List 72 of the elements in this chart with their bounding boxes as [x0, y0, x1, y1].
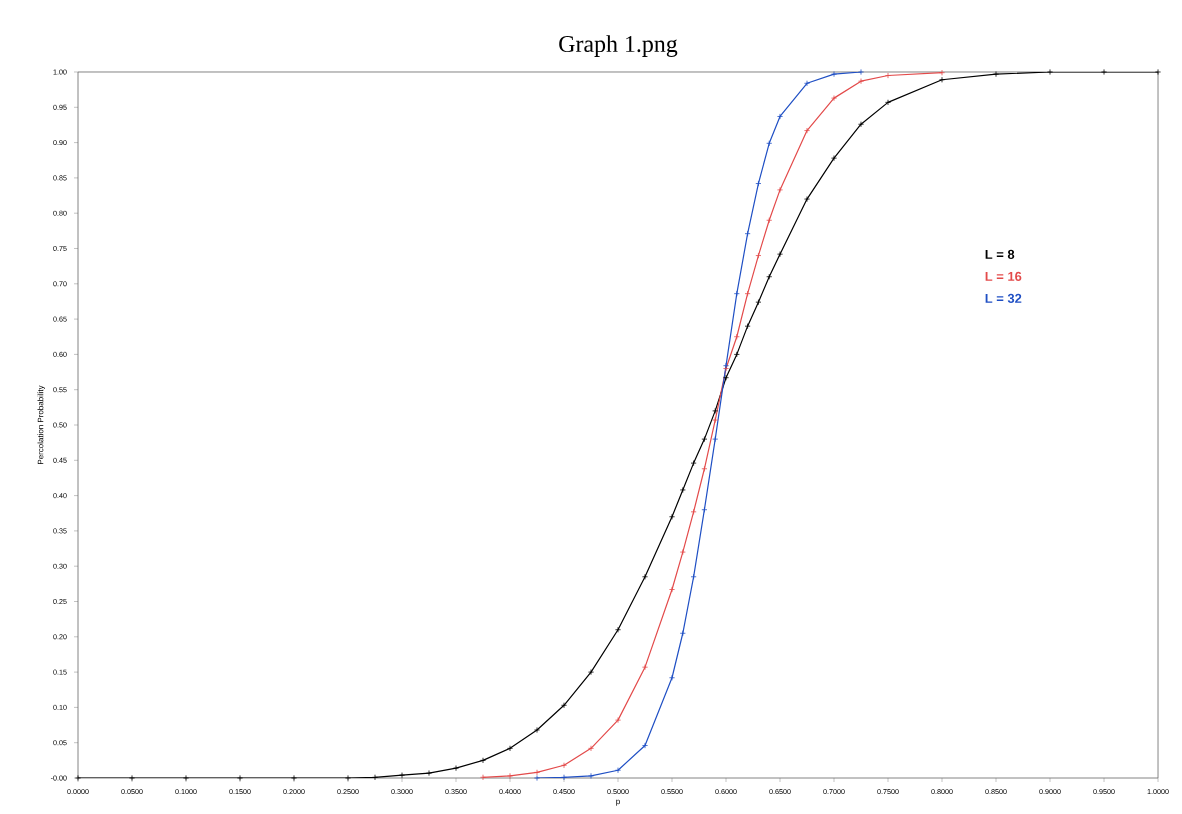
point — [679, 486, 686, 493]
point — [766, 217, 773, 224]
point — [993, 71, 1000, 78]
point — [453, 765, 459, 772]
point — [777, 113, 784, 120]
point — [858, 121, 865, 128]
point — [690, 508, 697, 515]
point — [744, 323, 751, 330]
point — [804, 127, 811, 134]
point — [885, 99, 892, 106]
point — [669, 586, 676, 593]
point — [755, 299, 762, 306]
point — [701, 436, 708, 443]
point — [669, 513, 676, 520]
point — [744, 230, 751, 237]
point — [766, 140, 773, 147]
point — [642, 664, 649, 671]
point — [777, 251, 784, 258]
point — [372, 774, 378, 781]
point — [777, 186, 784, 193]
point — [755, 252, 762, 259]
point — [615, 767, 622, 774]
point — [733, 290, 740, 297]
point — [615, 626, 622, 633]
point — [507, 745, 513, 752]
point — [183, 775, 189, 781]
chart-title: Graph 1.png — [559, 35, 678, 57]
point — [766, 273, 773, 280]
point — [642, 742, 649, 749]
point — [804, 196, 811, 203]
point — [701, 465, 708, 472]
point — [690, 460, 697, 467]
point — [669, 674, 676, 681]
point — [1101, 68, 1108, 75]
point — [642, 573, 649, 580]
point — [744, 290, 751, 297]
point — [534, 726, 540, 733]
point — [701, 506, 708, 513]
point — [755, 180, 762, 187]
point — [345, 775, 351, 781]
point — [507, 772, 513, 779]
point — [426, 770, 432, 777]
point — [712, 436, 719, 443]
point — [723, 374, 730, 381]
point — [831, 155, 838, 162]
point — [1047, 68, 1054, 75]
point — [129, 775, 135, 781]
point — [561, 702, 568, 709]
point — [480, 757, 486, 764]
point — [588, 669, 595, 676]
point — [679, 549, 686, 556]
point — [712, 407, 719, 414]
point — [561, 774, 568, 781]
point — [831, 95, 838, 102]
point — [399, 772, 405, 779]
point — [237, 775, 243, 781]
point — [885, 72, 892, 79]
point — [679, 630, 686, 637]
point — [588, 772, 595, 779]
point — [690, 573, 697, 580]
point — [534, 769, 540, 776]
point — [588, 745, 595, 752]
point — [831, 71, 838, 78]
point — [615, 717, 622, 724]
point — [939, 76, 946, 83]
point — [712, 417, 719, 424]
point — [733, 351, 740, 358]
point — [804, 80, 811, 87]
point — [858, 78, 865, 85]
point — [291, 775, 297, 781]
point — [733, 333, 740, 340]
point — [561, 762, 568, 769]
